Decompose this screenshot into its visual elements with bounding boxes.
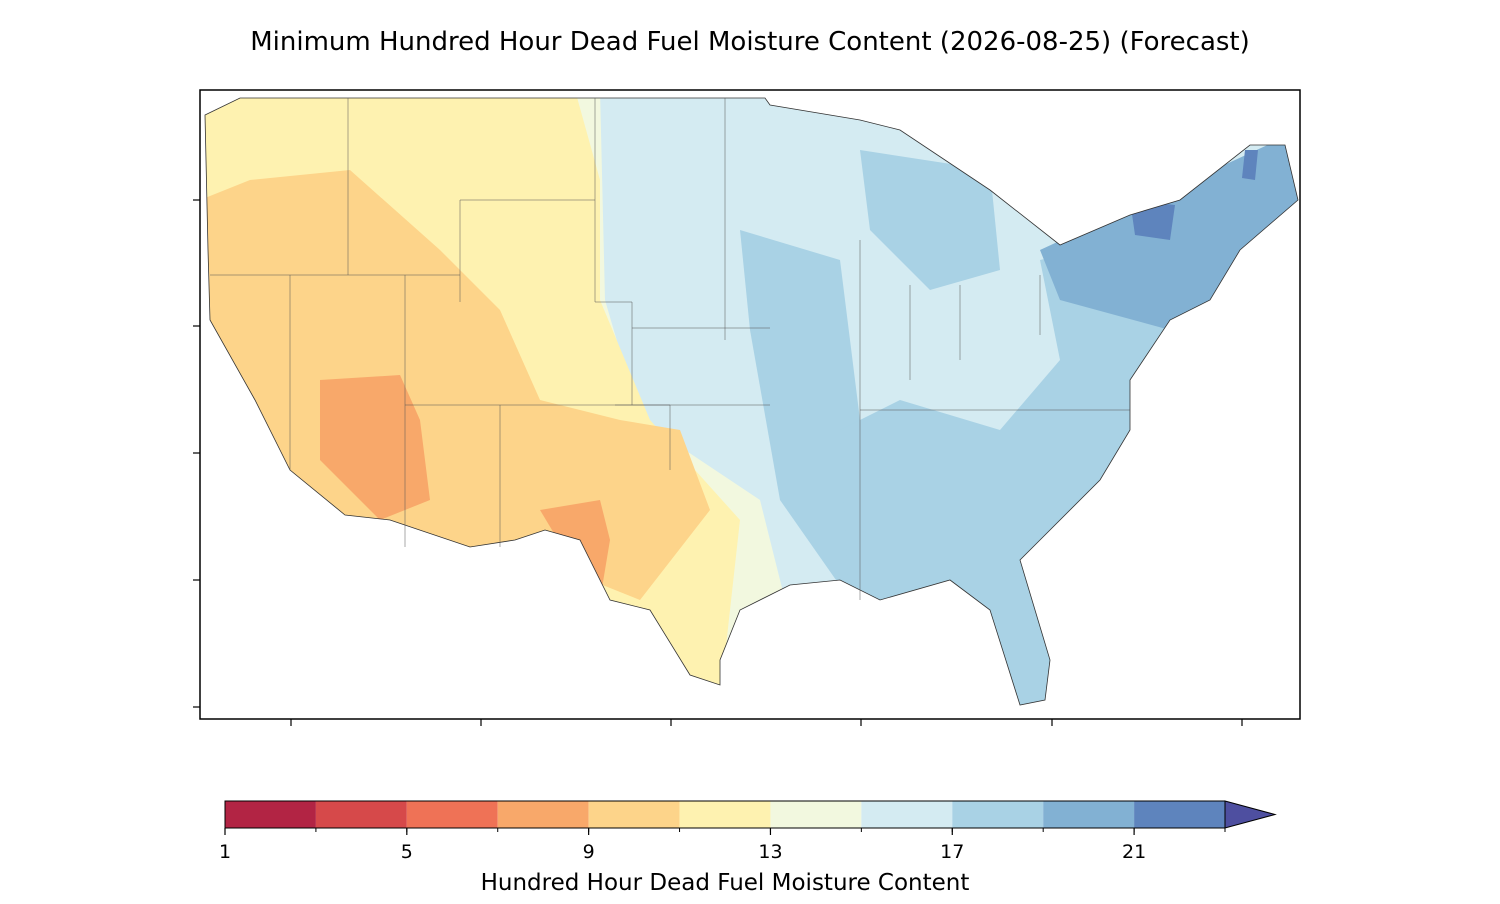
colorbar-segment xyxy=(679,801,771,828)
colorbar-segment xyxy=(588,801,680,828)
colorbar-label: Hundred Hour Dead Fuel Moisture Content xyxy=(481,870,970,896)
map-frame xyxy=(199,89,1301,720)
colorbar-segment xyxy=(1134,801,1225,828)
colorbar-tick-label: 5 xyxy=(401,841,413,863)
colorbar-segment xyxy=(861,801,953,828)
colorbar-frame xyxy=(224,800,1225,829)
colorbar-segment xyxy=(1043,801,1135,828)
colorbar-segment xyxy=(497,801,589,828)
colorbar-tick-label: 1 xyxy=(219,841,231,863)
colorbar-tick-label: 17 xyxy=(940,841,964,863)
colorbar-extend xyxy=(1224,800,1277,829)
colorbar-tick-label: 21 xyxy=(1122,841,1146,863)
colorbar-segment xyxy=(225,801,316,828)
colorbar-segment xyxy=(770,801,862,828)
colorbar-segment xyxy=(406,801,498,828)
state-lines xyxy=(210,98,1130,600)
colorbar-segment xyxy=(315,801,407,828)
chart-title: Minimum Hundred Hour Dead Fuel Moisture … xyxy=(250,27,1250,57)
colorbar-segment xyxy=(952,801,1044,828)
colorbar-tick-label: 9 xyxy=(583,841,595,863)
colorbar-tick-label: 13 xyxy=(758,841,782,863)
axis-ticks xyxy=(193,199,1243,726)
